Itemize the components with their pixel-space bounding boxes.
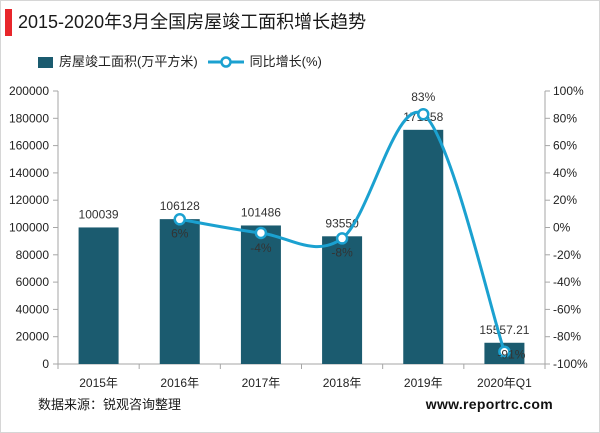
bar-data-labels: 1000391061281014869355017155815557.21	[79, 110, 530, 337]
y-left-tick-label: 140000	[9, 166, 49, 180]
y-left-tick-label: 40000	[16, 302, 50, 316]
bar-swatch-icon	[38, 56, 53, 68]
growth-data-label: 83%	[411, 90, 435, 104]
y-right-tick-label: 80%	[553, 111, 577, 125]
y-left-tick-label: 60000	[16, 275, 50, 289]
growth-marker-2	[254, 226, 268, 240]
bar-2	[240, 225, 281, 364]
y-right-tick-label: 100%	[553, 84, 584, 98]
y-right-tick-label: -80%	[553, 330, 581, 344]
bar-data-label: 106128	[160, 199, 200, 213]
y-axis-left-ticks: 0 20000 40000 60000 80000 100000 120000 140000 1…	[9, 84, 58, 371]
bar-4	[403, 129, 444, 364]
y-right-tick-label: -100%	[553, 357, 588, 371]
legend: 房屋竣工面积(万平方米) 同比增长(%)	[38, 53, 322, 71]
y-right-tick-label: -40%	[553, 275, 581, 289]
chart-title: 2015-2020年3月全国房屋竣工面积增长趋势	[18, 12, 367, 32]
y-left-tick-label: 120000	[9, 193, 49, 207]
y-right-tick-label: 60%	[553, 139, 577, 153]
growth-marker-4	[417, 107, 430, 121]
growth-marker-3	[335, 232, 349, 245]
data-source-note: 数据来源：锐观咨询整理	[38, 397, 182, 412]
legend-label-yoy-growth: 同比增长(%)	[249, 54, 322, 69]
growth-data-label: -91%	[497, 348, 525, 362]
x-category-label: 2019年	[404, 376, 443, 390]
y-right-tick-label: -60%	[553, 302, 581, 316]
growth-markers	[173, 107, 511, 358]
bar-1	[159, 219, 200, 364]
title-accent-bar	[5, 9, 12, 36]
growth-data-labels: 6% -4% -8% 83% -91%	[171, 90, 526, 362]
y-right-tick-label: 40%	[553, 166, 577, 180]
y-axis-right-ticks: -100% -80% -60% -40% -20% 0% 20% 40% 60% 80% 100%	[545, 84, 588, 371]
y-left-tick-label: 0	[42, 357, 49, 371]
bar-3	[322, 236, 363, 364]
y-right-tick-label: 0%	[553, 221, 571, 235]
website-watermark: www.reportrc.com	[425, 396, 553, 412]
line-marker-swatch-icon	[207, 55, 244, 69]
y-left-tick-label: 100000	[9, 221, 49, 235]
x-category-label: 2016年	[160, 376, 199, 390]
growth-line	[179, 110, 506, 353]
bar-data-label: 100039	[79, 207, 119, 221]
bar-data-label: 15557.21	[479, 323, 529, 337]
y-left-tick-label: 80000	[16, 248, 50, 262]
bar-0	[78, 227, 119, 364]
growth-marker-5	[498, 345, 511, 358]
y-right-tick-label: -20%	[553, 248, 581, 262]
axes	[57, 91, 546, 365]
growth-marker-1	[173, 213, 186, 226]
x-axis-categories: 2015年 2016年 2017年 2018年 2019年 2020年Q1	[57, 364, 546, 390]
y-left-tick-label: 20000	[16, 330, 50, 344]
x-category-label: 2017年	[242, 376, 281, 390]
growth-data-label: -4%	[250, 241, 272, 255]
x-category-label: 2015年	[79, 376, 118, 390]
bar-data-label: 101486	[241, 205, 281, 219]
x-category-label: 2018年	[323, 376, 362, 390]
legend-label-completed-area: 房屋竣工面积(万平方米)	[59, 54, 198, 69]
y-right-tick-label: 20%	[553, 193, 577, 207]
growth-data-label: -8%	[331, 245, 353, 259]
y-left-tick-label: 200000	[9, 84, 49, 98]
y-left-tick-label: 180000	[9, 111, 49, 125]
y-left-tick-label: 160000	[9, 139, 49, 153]
growth-data-label: 6%	[171, 226, 189, 240]
x-category-label: 2020年Q1	[477, 376, 532, 390]
bar-series	[78, 129, 525, 364]
